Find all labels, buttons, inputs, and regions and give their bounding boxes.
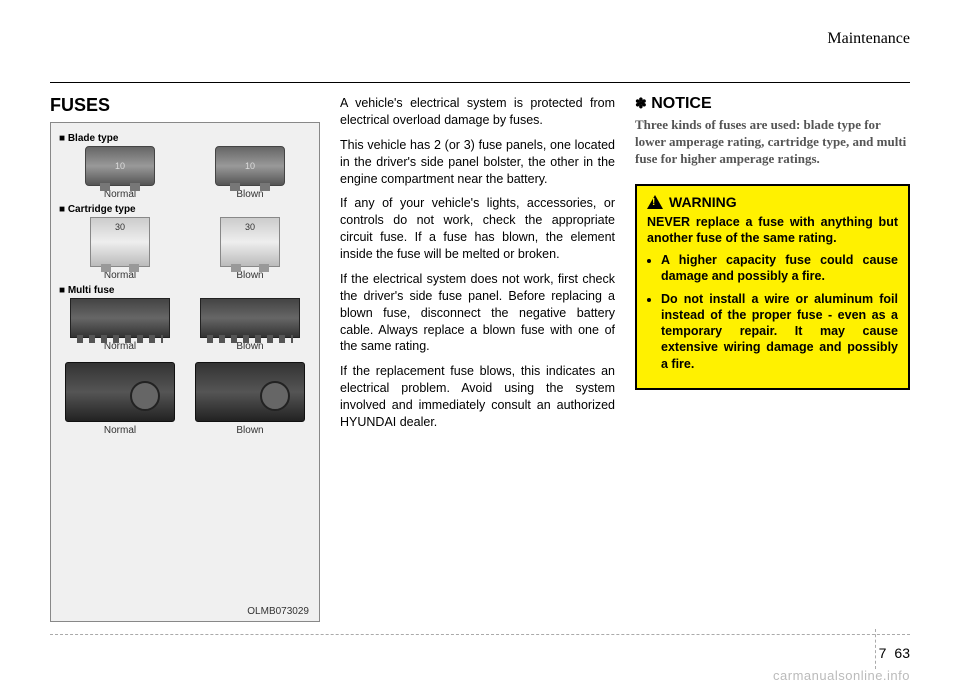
figure-label-blade: ■ Blade type xyxy=(59,133,311,144)
chapter-number: 7 xyxy=(879,645,887,661)
column-left: FUSES ■ Blade type 10 Normal 10 Blown ■ … xyxy=(50,95,320,622)
warning-bullet: A higher capacity fuse could cause damag… xyxy=(661,252,898,285)
caption-normal: Normal xyxy=(104,425,136,436)
column-middle: A vehicle's electrical system is protect… xyxy=(340,95,615,622)
multi-fuse-b-icon xyxy=(195,362,305,422)
warning-heading: WARNING xyxy=(647,194,898,210)
warning-list: A higher capacity fuse could cause damag… xyxy=(647,252,898,372)
notice-symbol-icon: ✽ xyxy=(635,95,647,111)
body-paragraph: If any of your vehicle's lights, accesso… xyxy=(340,195,615,263)
figure-row-multi-b: Normal Blown xyxy=(59,362,311,436)
warning-lead: NEVER replace a fuse with anything but a… xyxy=(647,214,898,247)
body-paragraph: If the replacement fuse blows, this indi… xyxy=(340,363,615,431)
figure-row-multi-a: Normal Blown xyxy=(59,298,311,352)
multi-a-normal: Normal xyxy=(59,298,181,352)
body-paragraph: A vehicle's electrical system is protect… xyxy=(340,95,615,129)
figure-label-cartridge: ■ Cartridge type xyxy=(59,204,311,215)
notice-heading: ✽ NOTICE xyxy=(635,95,910,113)
page-header: Maintenance xyxy=(50,30,910,60)
figure-label-multi: ■ Multi fuse xyxy=(59,285,311,296)
page-number: 63 xyxy=(894,645,910,661)
content-columns: FUSES ■ Blade type 10 Normal 10 Blown ■ … xyxy=(50,95,910,622)
cartridge-normal: 30 Normal xyxy=(59,217,181,281)
warning-triangle-icon xyxy=(647,195,663,209)
page-footer: 7 63 xyxy=(879,645,910,661)
blade-blown: 10 Blown xyxy=(189,146,311,200)
figure-code: OLMB073029 xyxy=(247,606,309,617)
column-right: ✽ NOTICE Three kinds of fuses are used: … xyxy=(635,95,910,622)
main-heading: FUSES xyxy=(50,95,320,116)
warning-bullet: Do not install a wire or aluminum foil i… xyxy=(661,291,898,372)
warning-box: WARNING NEVER replace a fuse with anythi… xyxy=(635,184,910,390)
multi-fuse-b-icon xyxy=(65,362,175,422)
footer-dashed-vertical xyxy=(875,629,876,669)
multi-b-blown: Blown xyxy=(189,362,311,436)
notice-title: NOTICE xyxy=(651,95,711,112)
body-paragraph: This vehicle has 2 (or 3) fuse panels, o… xyxy=(340,137,615,188)
header-rule xyxy=(50,82,910,83)
figure-row-blade: 10 Normal 10 Blown xyxy=(59,146,311,200)
cartridge-fuse-icon: 30 xyxy=(90,217,150,267)
manual-page: Maintenance FUSES ■ Blade type 10 Normal… xyxy=(0,0,960,689)
multi-fuse-a-icon xyxy=(70,298,170,338)
cartridge-fuse-icon: 30 xyxy=(220,217,280,267)
multi-a-blown: Blown xyxy=(189,298,311,352)
figure-row-cartridge: 30 Normal 30 Blown xyxy=(59,217,311,281)
footer-dashed-rule xyxy=(50,634,910,635)
blade-fuse-icon: 10 xyxy=(215,146,285,186)
warning-title: WARNING xyxy=(669,194,737,210)
blade-normal: 10 Normal xyxy=(59,146,181,200)
blade-fuse-icon: 10 xyxy=(85,146,155,186)
fuse-figure: ■ Blade type 10 Normal 10 Blown ■ Cartri… xyxy=(50,122,320,622)
section-label: Maintenance xyxy=(827,30,910,48)
cartridge-blown: 30 Blown xyxy=(189,217,311,281)
multi-fuse-a-icon xyxy=(200,298,300,338)
caption-blown: Blown xyxy=(236,425,263,436)
body-paragraph: If the electrical system does not work, … xyxy=(340,271,615,355)
notice-text: Three kinds of fuses are used: blade typ… xyxy=(635,117,910,168)
watermark: carmanualsonline.info xyxy=(773,668,910,683)
multi-b-normal: Normal xyxy=(59,362,181,436)
